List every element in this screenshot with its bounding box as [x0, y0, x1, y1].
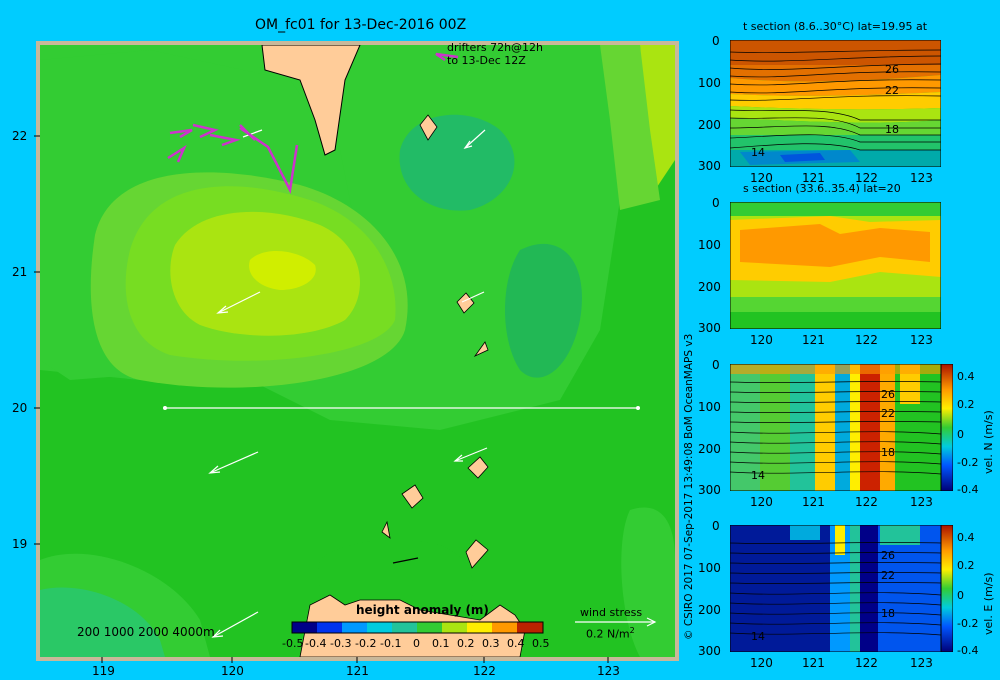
- wind-arrows: [208, 129, 488, 638]
- height-colorbar: [291, 621, 544, 634]
- t-section-title: t section (8.6..30°C) lat=19.95 at: [743, 20, 928, 33]
- drifter-tracks: [167, 52, 459, 195]
- t-section-plot: [730, 40, 941, 167]
- vn-section-plot: [730, 364, 941, 491]
- vn-colorbar: [941, 364, 953, 491]
- map-title: OM_fc01 for 13-Dec-2016 00Z: [255, 17, 467, 33]
- copyright: © CSIRO 2017 07-Sep-2017 13:49:08 BoM Oc…: [683, 333, 695, 640]
- wind-label: wind stress: [580, 606, 643, 619]
- drifters-label-1: drifters 72h@12h: [447, 41, 544, 54]
- ve-section-plot: [730, 525, 941, 652]
- wind-scale: 0.2 N/m2: [586, 626, 635, 641]
- x-tick-120: 120: [221, 664, 244, 678]
- depth-legend: 200 1000 2000 4000m: [77, 625, 215, 639]
- vn-colorbar-label: vel. N (m/s): [982, 410, 995, 474]
- x-tick-119: 119: [92, 664, 115, 678]
- x-tick-121: 121: [346, 664, 369, 678]
- drifters-label-2: to 13-Dec 12Z: [447, 54, 526, 67]
- ve-colorbar-label: vel. E (m/s): [982, 572, 995, 635]
- main-map[interactable]: [0, 0, 680, 680]
- x-tick-122: 122: [473, 664, 496, 678]
- s-section-title: s section (33.6..35.4) lat=20: [743, 182, 901, 195]
- y-tick-21: 21: [12, 265, 28, 279]
- y-tick-20: 20: [12, 401, 28, 415]
- x-tick-123: 123: [597, 664, 620, 678]
- colorbar-title: height anomaly (m): [356, 603, 489, 617]
- ve-colorbar: [941, 525, 953, 652]
- y-tick-19: 19: [12, 537, 28, 551]
- s-section-plot: [730, 202, 941, 329]
- y-tick-22: 22: [12, 129, 28, 143]
- land-taiwan: [261, 45, 361, 156]
